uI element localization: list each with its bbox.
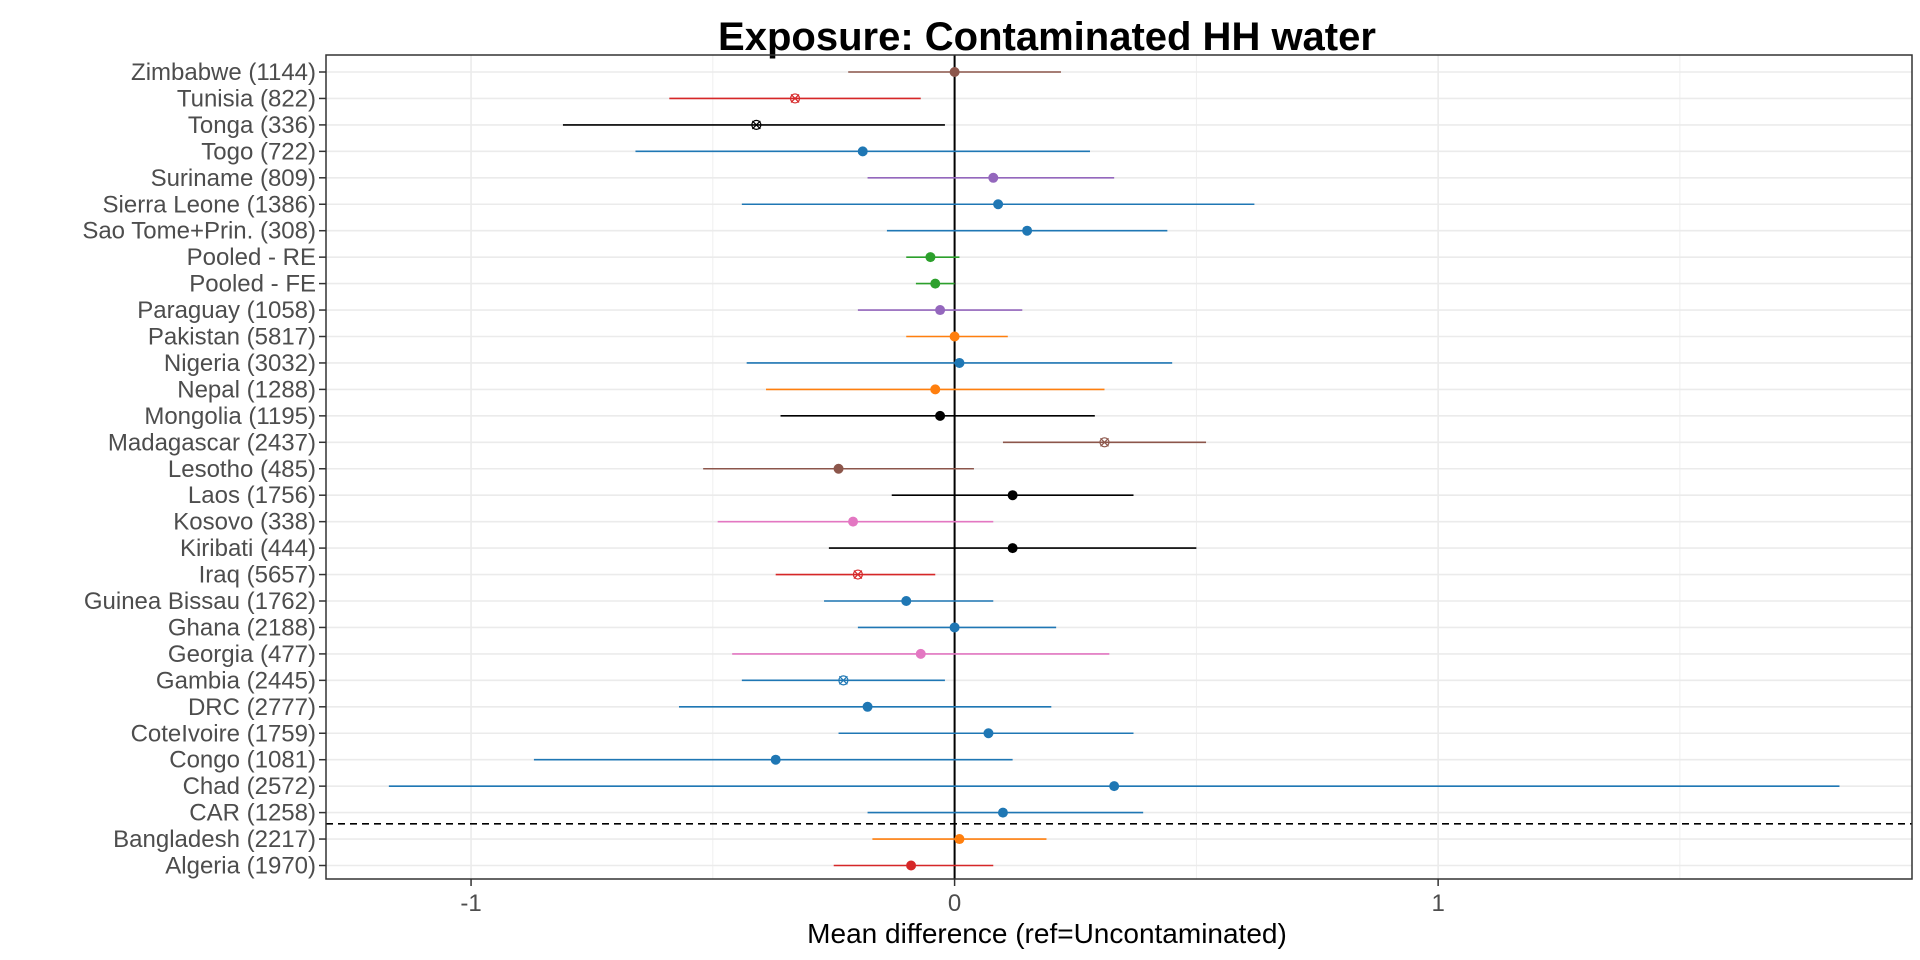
- point-estimate: [906, 860, 917, 871]
- x-tick-label: 1: [1431, 890, 1444, 917]
- point-estimate: [993, 199, 1004, 210]
- point-estimate: [949, 622, 960, 633]
- x-tick-label: 0: [948, 890, 961, 917]
- y-tick-label: Kiribati (444): [180, 535, 316, 562]
- point-estimate: [1022, 225, 1033, 236]
- marks-layer: [326, 55, 1912, 879]
- point-estimate: [862, 701, 873, 712]
- point-estimate-open: [751, 119, 762, 131]
- panel-border: [325, 54, 1913, 880]
- point-estimate: [1109, 781, 1120, 792]
- y-tick-label: Tunisia (822): [177, 85, 316, 112]
- y-tick-label: Sierra Leone (1386): [103, 191, 316, 218]
- point-estimate: [770, 754, 781, 765]
- point-estimate: [925, 252, 936, 263]
- y-tick-label: Tonga (336): [188, 112, 316, 139]
- y-tick-label: Kosovo (338): [173, 509, 316, 536]
- y-tick-label: Congo (1081): [169, 747, 316, 774]
- y-tick-label: Chad (2572): [183, 773, 316, 800]
- y-tick-label: Pooled - RE: [187, 244, 316, 271]
- point-estimate: [857, 146, 868, 157]
- point-estimate: [935, 305, 946, 316]
- point-estimate-cross: [790, 94, 800, 103]
- point-estimate-cross: [838, 675, 848, 685]
- y-axis: Zimbabwe (1144)Tunisia (822)Tonga (336)T…: [82, 59, 326, 880]
- y-tick-label: Laos (1756): [188, 482, 316, 509]
- point-estimate: [915, 648, 926, 659]
- y-tick-label: DRC (2777): [188, 694, 316, 721]
- y-tick-label: Sao Tome+Prin. (308): [82, 218, 316, 245]
- point-estimate: [949, 331, 960, 342]
- x-axis-label: Mean difference (ref=Uncontaminated): [807, 918, 1287, 949]
- y-tick-label: Pooled - FE: [189, 271, 316, 298]
- y-tick-label: Zimbabwe (1144): [131, 59, 316, 86]
- point-estimate: [930, 384, 941, 395]
- y-tick-label: Suriname (809): [151, 165, 316, 192]
- point-estimate-open: [789, 93, 801, 104]
- point-estimate: [935, 410, 946, 421]
- y-tick-label: CoteIvoire (1759): [131, 720, 316, 747]
- point-estimate: [848, 516, 859, 527]
- x-tick-label: -1: [460, 890, 481, 917]
- point-estimate-cross: [751, 120, 761, 130]
- point-estimate: [1007, 543, 1018, 554]
- point-estimate: [988, 172, 999, 183]
- y-tick-label: Madagascar (2437): [108, 429, 316, 456]
- point-estimate-open: [838, 675, 849, 686]
- point-estimate: [954, 357, 965, 368]
- y-tick-label: Ghana (2188): [168, 614, 316, 641]
- point-estimate: [1007, 490, 1018, 501]
- y-tick-label: Nigeria (3032): [164, 350, 316, 377]
- y-tick-label: Guinea Bissau (1762): [84, 588, 316, 615]
- y-tick-label: Mongolia (1195): [144, 403, 316, 430]
- y-tick-label: Bangladesh (2217): [113, 826, 316, 853]
- point-estimate: [954, 834, 965, 845]
- point-estimate: [983, 728, 994, 739]
- point-estimate: [930, 278, 941, 289]
- y-tick-label: CAR (1258): [189, 800, 316, 827]
- y-tick-label: Togo (722): [201, 138, 316, 165]
- point-estimate-cross: [853, 570, 863, 579]
- point-estimate-open: [1099, 437, 1110, 448]
- y-tick-label: Algeria (1970): [165, 853, 316, 880]
- point-estimate: [997, 807, 1008, 818]
- y-tick-label: Pakistan (5817): [148, 324, 316, 351]
- point-estimate: [949, 67, 960, 77]
- y-tick-label: Nepal (1288): [177, 376, 316, 403]
- chart-title: Exposure: Contaminated HH water: [718, 15, 1376, 59]
- point-estimate-cross: [1100, 437, 1109, 447]
- point-estimate: [901, 596, 912, 606]
- y-tick-label: Lesotho (485): [168, 456, 316, 483]
- grid-layer: [326, 55, 1912, 879]
- y-tick-label: Paraguay (1058): [137, 297, 316, 324]
- y-tick-label: Iraq (5657): [199, 562, 316, 589]
- x-axis: -1 0 1: [460, 879, 1445, 917]
- point-estimate: [833, 463, 844, 474]
- y-tick-label: Gambia (2445): [156, 667, 316, 694]
- point-estimate-open: [852, 569, 863, 580]
- y-tick-label: Georgia (477): [168, 641, 316, 668]
